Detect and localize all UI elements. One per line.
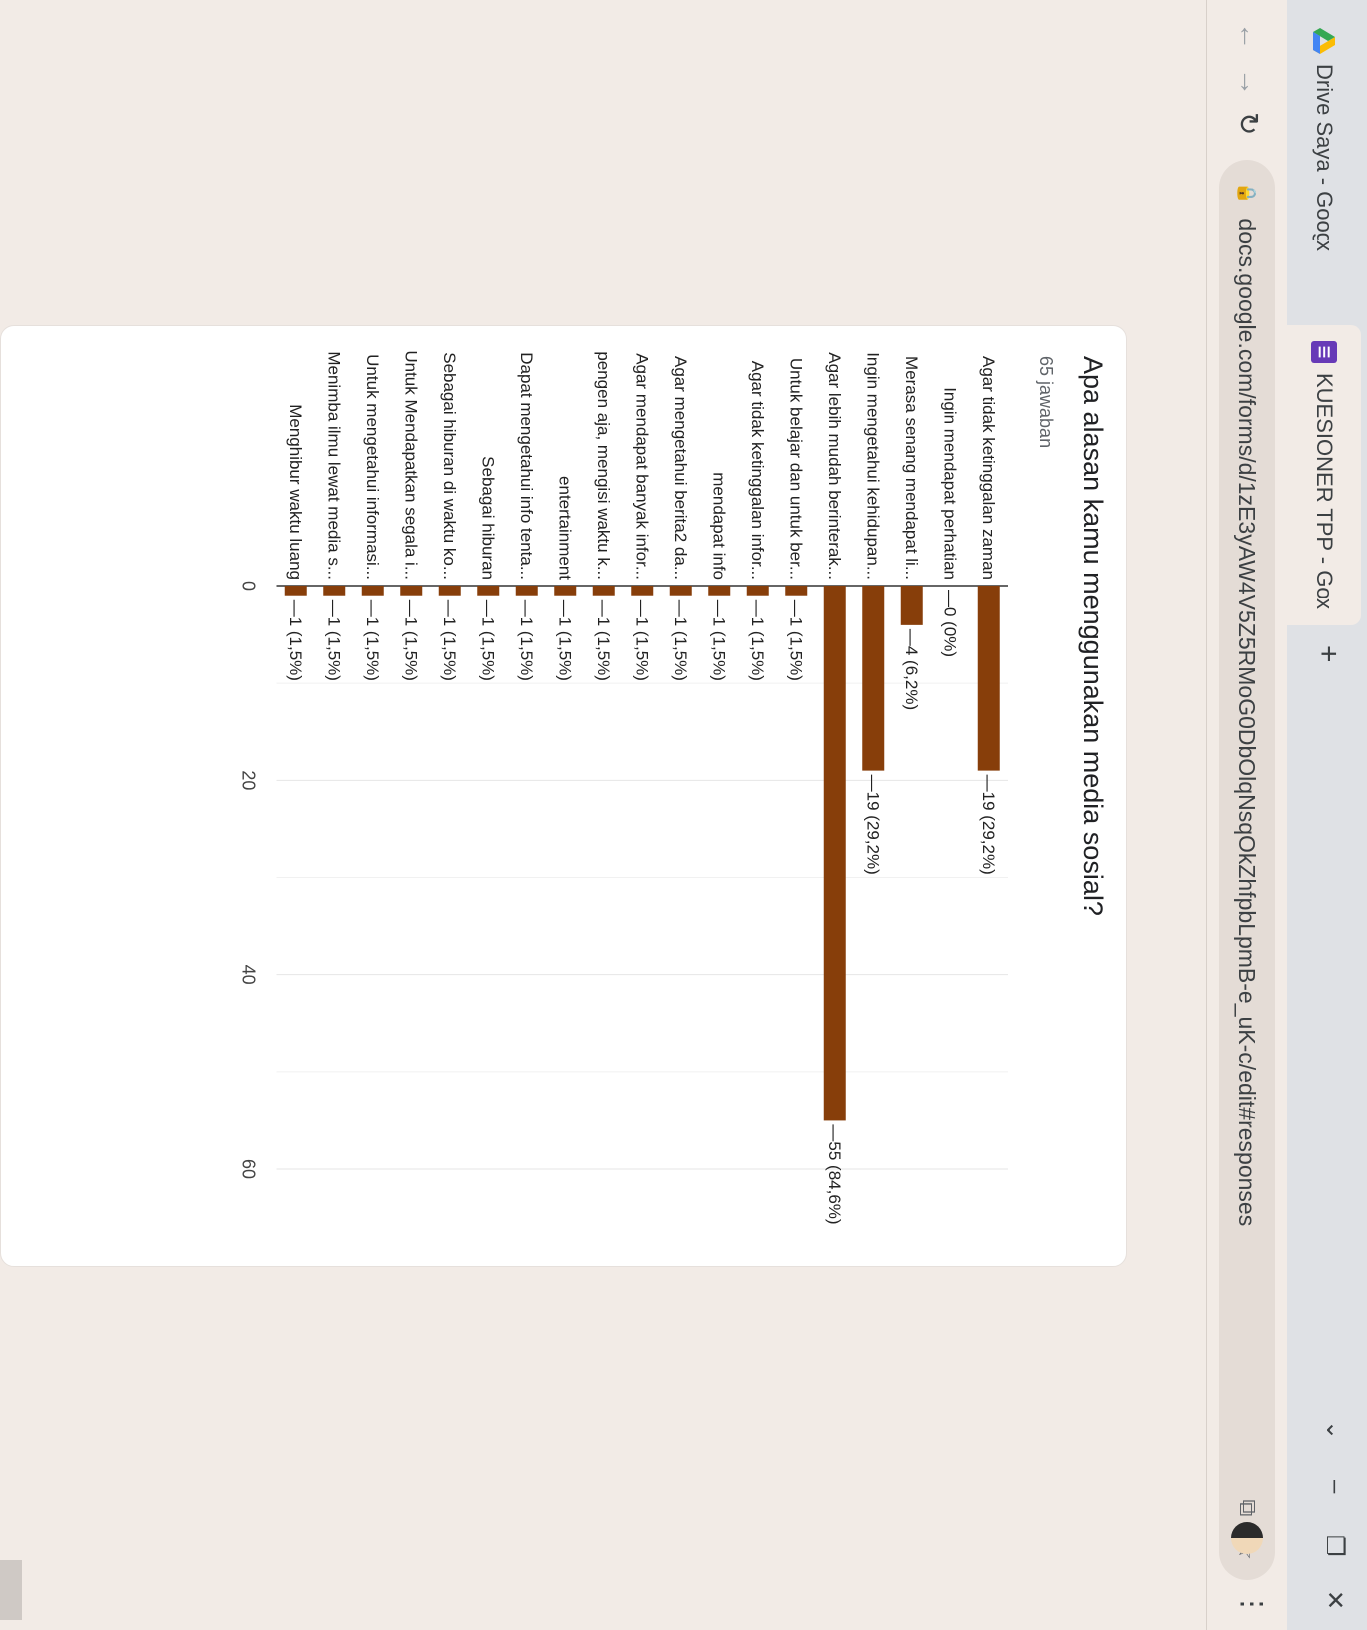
restore-icon[interactable]: ❐	[1321, 1535, 1348, 1557]
tab-drive[interactable]: Drive Saya - Google Drive x	[1287, 12, 1361, 267]
category-label: Agar mendapat banyak infor...	[632, 353, 651, 580]
category-label: Menimba ilmu lewat media s...	[324, 351, 343, 580]
tab-forms[interactable]: ☰ KUESIONER TPP - Google Formu x	[1287, 325, 1361, 625]
tab-strip: Drive Saya - Google Drive x ☰ KUESIONER …	[1287, 0, 1367, 1630]
share-icon[interactable]: ⧉	[1234, 1499, 1261, 1517]
close-window-icon[interactable]: ✕	[1321, 1590, 1348, 1611]
scrollbar[interactable]	[0, 1560, 22, 1620]
bar	[900, 586, 923, 625]
category-label: Ingin mendapat perhatian	[940, 387, 959, 580]
bar	[708, 586, 731, 596]
browser-toolbar: ← → ↻ 🔒 docs.google.com/forms/d/1zE3yAW4…	[1206, 0, 1287, 1630]
data-label: —19 (29,2%)	[863, 775, 882, 875]
bar	[515, 586, 538, 596]
close-tab-icon[interactable]: x	[1312, 598, 1337, 609]
bar	[746, 586, 769, 596]
data-label: —1 (1,5%)	[671, 600, 690, 681]
category-label: Untuk Mendapatkan segala i...	[401, 350, 420, 580]
bar	[284, 586, 307, 596]
data-label: —1 (1,5%)	[440, 600, 459, 681]
x-tick-label: 60	[239, 1159, 259, 1179]
data-label: —1 (1,5%)	[594, 600, 613, 681]
bar	[977, 586, 1000, 771]
category-label: Sebagai hiburan	[478, 456, 497, 580]
bar	[823, 586, 846, 1121]
data-label: —1 (1,5%)	[478, 600, 497, 681]
category-label: Menghibur waktu luang	[286, 404, 305, 580]
category-label: mendapat info	[709, 472, 728, 580]
data-label: —0 (0%)	[940, 590, 959, 657]
x-tick-label: 0	[239, 581, 259, 591]
menu-icon[interactable]: ⋮	[1237, 1590, 1268, 1618]
bar	[477, 586, 500, 596]
profile-avatar[interactable]	[1231, 1522, 1263, 1554]
data-label: —1 (1,5%)	[786, 600, 805, 681]
data-label: —1 (1,5%)	[401, 600, 420, 681]
tab-search-icon[interactable]: ⌄	[1321, 1420, 1348, 1441]
bar	[631, 586, 654, 596]
category-label: Ingin mengetahui kehidupan...	[863, 352, 882, 580]
new-tab-button[interactable]: +	[1312, 645, 1345, 663]
bar	[400, 586, 423, 596]
category-label: Untuk mengetahui informasi...	[363, 354, 382, 580]
bar	[438, 586, 461, 596]
minimize-icon[interactable]: –	[1322, 1480, 1349, 1494]
category-label: Agar mengetahui berita2 da...	[671, 356, 690, 580]
bar	[785, 586, 808, 596]
close-tab-icon[interactable]: x	[1312, 240, 1337, 251]
data-label: —1 (1,5%)	[709, 600, 728, 681]
forward-icon[interactable]: →	[1234, 68, 1265, 96]
category-label: Merasa senang mendapat li...	[902, 356, 921, 580]
data-label: —55 (84,6%)	[825, 1124, 844, 1224]
bar	[592, 586, 615, 596]
data-label: —1 (1,5%)	[632, 600, 651, 681]
bar	[323, 586, 346, 596]
bar	[862, 586, 885, 771]
bar	[554, 586, 577, 596]
lock-icon: 🔒	[1237, 182, 1258, 205]
data-label: —1 (1,5%)	[324, 600, 343, 681]
category-label: Dapat mengetahui info tenta...	[517, 352, 536, 580]
data-label: —1 (1,5%)	[363, 600, 382, 681]
category-label: Agar tidak ketinggalan zaman	[979, 356, 998, 580]
category-label: Untuk belajar dan untuk ber...	[786, 358, 805, 580]
data-label: —19 (29,2%)	[979, 775, 998, 875]
category-label: pengen aja, mengisi waktu k...	[594, 351, 613, 580]
bar	[669, 586, 692, 596]
tab-title: KUESIONER TPP - Google Formu	[1312, 373, 1337, 598]
reload-icon[interactable]: ↻	[1233, 112, 1264, 136]
response-summary-card: Apa alasan kamu menggunakan media sosial…	[0, 325, 1127, 1267]
category-label: Sebagai hiburan di waktu ko...	[440, 352, 459, 580]
x-tick-label: 40	[239, 965, 259, 985]
bar	[361, 586, 384, 596]
back-icon[interactable]: ←	[1234, 22, 1265, 50]
data-label: —4 (6,2%)	[902, 629, 921, 710]
category-label: Agar tidak ketinggalan infor...	[748, 361, 767, 580]
data-label: —1 (1,5%)	[748, 600, 767, 681]
drive-icon	[1313, 28, 1335, 54]
tab-title: Drive Saya - Google Drive	[1312, 64, 1337, 240]
data-label: —1 (1,5%)	[517, 600, 536, 681]
category-label: entertainment	[555, 476, 574, 580]
x-tick-label: 20	[239, 770, 259, 790]
bar-chart: 0 20 40 60 Agar tidak ketinggalan zaman —19 (…	[239, 350, 1008, 1225]
forms-icon: ☰	[1311, 341, 1337, 363]
data-label: —1 (1,5%)	[555, 600, 574, 681]
address-bar[interactable]: 🔒 docs.google.com/forms/d/1zE3yAW4V5Z5RM…	[1219, 160, 1275, 1580]
data-label: —1 (1,5%)	[286, 600, 305, 681]
url-text: docs.google.com/forms/d/1zE3yAW4V5Z5RMoG…	[1234, 218, 1261, 1227]
category-label: Agar lebih mudah berinterak...	[825, 352, 844, 580]
